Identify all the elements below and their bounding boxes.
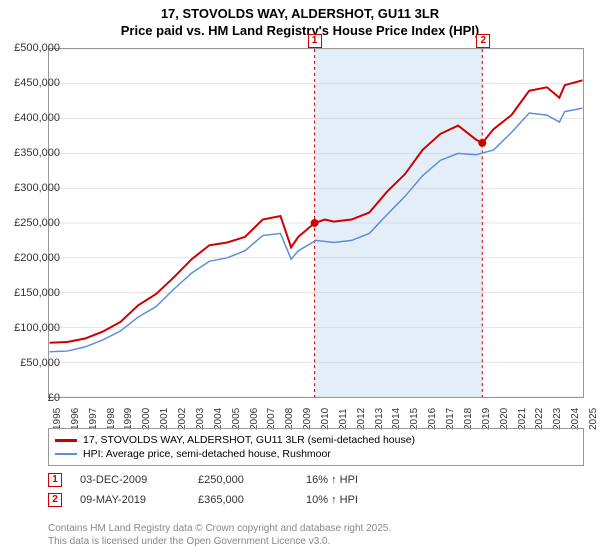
chart-container: 17, STOVOLDS WAY, ALDERSHOT, GU11 3LR Pr…	[0, 0, 600, 560]
legend-swatch-2	[55, 453, 77, 455]
footer-line1: Contains HM Land Registry data © Crown c…	[48, 522, 391, 535]
x-tick-label: 2020	[499, 408, 510, 430]
x-tick-label: 2004	[213, 408, 224, 430]
x-tick-label: 2010	[320, 408, 331, 430]
legend-row-2: HPI: Average price, semi-detached house,…	[55, 447, 577, 461]
y-tick-label: £200,000	[12, 252, 60, 264]
x-tick-label: 2000	[141, 408, 152, 430]
x-tick-label: 2023	[552, 408, 563, 430]
x-tick-label: 1996	[70, 408, 81, 430]
x-tick-label: 2014	[391, 408, 402, 430]
x-tick-label: 2025	[588, 408, 599, 430]
y-tick-label: £500,000	[12, 42, 60, 54]
sale-price-2: £365,000	[198, 494, 288, 506]
y-tick-label: £50,000	[12, 357, 60, 369]
x-tick-label: 1997	[88, 408, 99, 430]
x-tick-label: 2012	[356, 408, 367, 430]
x-tick-label: 2013	[374, 408, 385, 430]
x-tick-label: 2009	[302, 408, 313, 430]
sale-row-1: 1 03-DEC-2009 £250,000 16% ↑ HPI	[48, 470, 358, 490]
y-tick-label: £250,000	[12, 217, 60, 229]
y-tick-label: £150,000	[12, 287, 60, 299]
x-tick-label: 1995	[52, 408, 63, 430]
chart-title: 17, STOVOLDS WAY, ALDERSHOT, GU11 3LR Pr…	[0, 0, 600, 40]
x-tick-label: 2002	[177, 408, 188, 430]
title-line2: Price paid vs. HM Land Registry's House …	[0, 23, 600, 40]
footer: Contains HM Land Registry data © Crown c…	[48, 522, 391, 548]
event-marker-box: 1	[308, 34, 322, 48]
x-tick-label: 2005	[231, 408, 242, 430]
sale-delta-2: 10% ↑ HPI	[306, 494, 358, 506]
x-tick-label: 2015	[409, 408, 420, 430]
x-tick-label: 2018	[463, 408, 474, 430]
sale-marker-2: 2	[48, 493, 62, 507]
legend-row-1: 17, STOVOLDS WAY, ALDERSHOT, GU11 3LR (s…	[55, 433, 577, 447]
legend: 17, STOVOLDS WAY, ALDERSHOT, GU11 3LR (s…	[48, 428, 584, 466]
legend-swatch-1	[55, 439, 77, 442]
sale-price-1: £250,000	[198, 474, 288, 486]
legend-label-1: 17, STOVOLDS WAY, ALDERSHOT, GU11 3LR (s…	[83, 434, 415, 446]
plot-svg	[49, 49, 583, 397]
sale-marker-1: 1	[48, 473, 62, 487]
y-tick-label: £0	[12, 392, 60, 404]
x-tick-label: 1998	[106, 408, 117, 430]
sale-date-2: 09-MAY-2019	[80, 494, 180, 506]
legend-label-2: HPI: Average price, semi-detached house,…	[83, 448, 331, 460]
sale-delta-1: 16% ↑ HPI	[306, 474, 358, 486]
x-tick-label: 2006	[249, 408, 260, 430]
plot-area	[48, 48, 584, 398]
x-tick-label: 2011	[338, 408, 349, 430]
title-line1: 17, STOVOLDS WAY, ALDERSHOT, GU11 3LR	[0, 6, 600, 23]
y-tick-label: £300,000	[12, 182, 60, 194]
x-tick-label: 2021	[517, 408, 528, 430]
x-tick-label: 2022	[534, 408, 545, 430]
x-tick-label: 2017	[445, 408, 456, 430]
x-tick-label: 2008	[284, 408, 295, 430]
x-tick-label: 1999	[123, 408, 134, 430]
footer-line2: This data is licensed under the Open Gov…	[48, 535, 391, 548]
x-tick-label: 2016	[427, 408, 438, 430]
event-marker-box: 2	[476, 34, 490, 48]
x-tick-label: 2007	[266, 408, 277, 430]
sale-row-2: 2 09-MAY-2019 £365,000 10% ↑ HPI	[48, 490, 358, 510]
y-tick-label: £400,000	[12, 112, 60, 124]
x-tick-label: 2019	[481, 408, 492, 430]
y-tick-label: £350,000	[12, 147, 60, 159]
x-tick-label: 2024	[570, 408, 581, 430]
y-tick-label: £100,000	[12, 322, 60, 334]
sales-table: 1 03-DEC-2009 £250,000 16% ↑ HPI 2 09-MA…	[48, 470, 358, 510]
x-tick-label: 2003	[195, 408, 206, 430]
sale-date-1: 03-DEC-2009	[80, 474, 180, 486]
x-tick-label: 2001	[159, 408, 170, 430]
y-tick-label: £450,000	[12, 77, 60, 89]
